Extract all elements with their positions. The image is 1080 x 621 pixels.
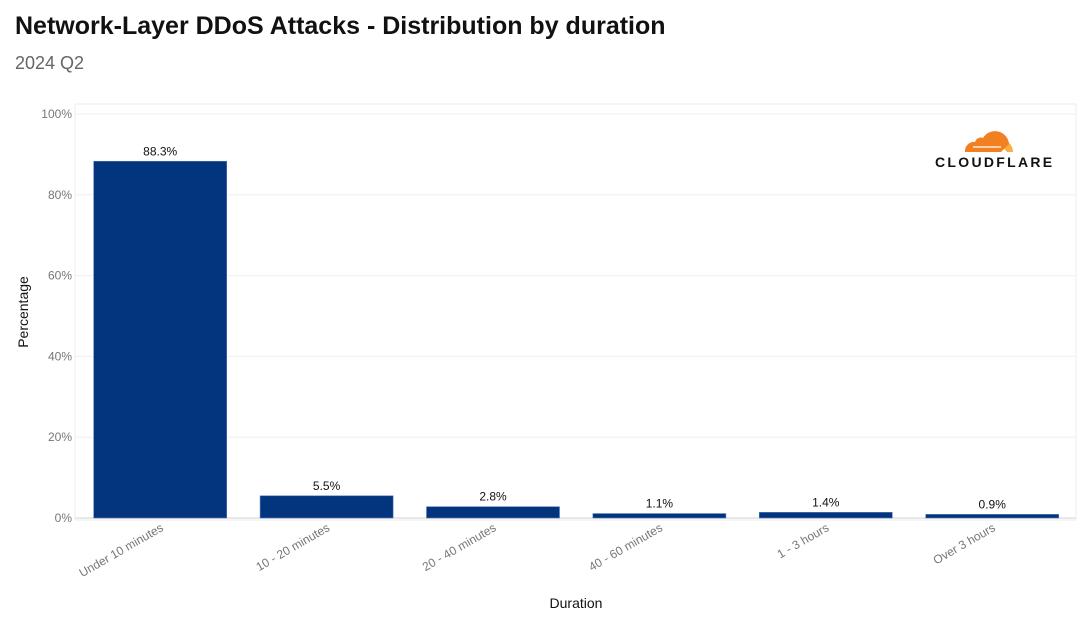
bar[interactable]	[426, 506, 560, 519]
y-tick-label: 40%	[48, 349, 72, 363]
y-tick-label: 0%	[55, 511, 73, 525]
chart-subtitle: 2024 Q2	[15, 53, 85, 73]
x-tick-label: Over 3 hours	[931, 520, 998, 567]
data-label: 2.8%	[479, 490, 507, 504]
x-tick-label: 40 - 60 minutes	[586, 520, 665, 573]
data-label: 0.9%	[979, 497, 1007, 511]
x-tick-label: Under 10 minutes	[77, 520, 166, 579]
bar[interactable]	[93, 160, 227, 519]
logo-text: CLOUDFLARE	[935, 154, 1054, 170]
data-label: 5.5%	[313, 479, 341, 493]
y-tick-label: 60%	[48, 269, 72, 283]
chart-title: Network-Layer DDoS Attacks - Distributio…	[15, 12, 666, 40]
plot-panel	[74, 103, 1077, 521]
data-label: 1.4%	[812, 495, 840, 509]
bar[interactable]	[925, 514, 1060, 519]
x-tick-label: 20 - 40 minutes	[420, 520, 499, 573]
cloudflare-logo: CLOUDFLARE	[935, 131, 1054, 170]
data-label: 88.3%	[143, 144, 177, 158]
logo-cloud-icon	[964, 131, 1009, 152]
y-axis-label: Percentage	[15, 276, 31, 348]
y-tick-label: 20%	[48, 430, 72, 444]
y-tick-label: 100%	[41, 107, 72, 121]
x-axis-label: Duration	[550, 595, 603, 611]
bar[interactable]	[758, 512, 893, 519]
x-tick-label: 10 - 20 minutes	[253, 520, 332, 573]
y-tick-label: 80%	[48, 188, 72, 202]
bar[interactable]	[259, 495, 394, 519]
data-label: 1.1%	[646, 497, 674, 511]
x-tick-label: 1 - 3 hours	[775, 520, 832, 561]
bar[interactable]	[592, 513, 727, 519]
